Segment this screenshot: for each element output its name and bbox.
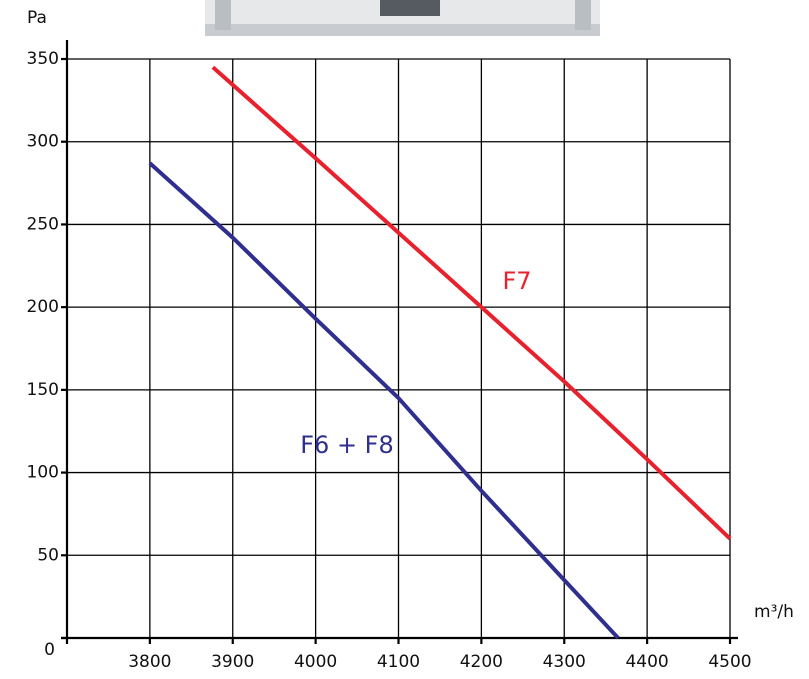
product-photo — [205, 0, 600, 36]
x-tick-label: 4200 — [460, 652, 503, 672]
series-label: F7 — [502, 267, 531, 295]
line — [211, 65, 732, 541]
y-tick-label: 150 — [27, 380, 59, 400]
y-tick-label: 50 — [37, 545, 59, 565]
x-tick-label: 3900 — [211, 652, 254, 672]
x-axis-label: m³/h — [754, 602, 794, 622]
y-tick-label: 100 — [27, 463, 59, 483]
x-tick-label: 4300 — [543, 652, 586, 672]
x-tick-label: 4100 — [377, 652, 420, 672]
x-tick-label: 4500 — [708, 652, 751, 672]
x-tick-label: 4000 — [294, 652, 337, 672]
y-tick-label: 350 — [27, 49, 59, 69]
y-axis-label: Pa — [27, 8, 47, 28]
y-tick-label: 300 — [27, 132, 59, 152]
x-tick-label: 3800 — [128, 652, 171, 672]
y-tick-label: 200 — [27, 297, 59, 317]
line — [148, 161, 620, 640]
x-tick-label: 4400 — [625, 652, 668, 672]
y-tick-label: 250 — [27, 214, 59, 234]
series-label: F6 + F8 — [300, 431, 394, 459]
y-tick-label: 0 — [44, 640, 55, 660]
